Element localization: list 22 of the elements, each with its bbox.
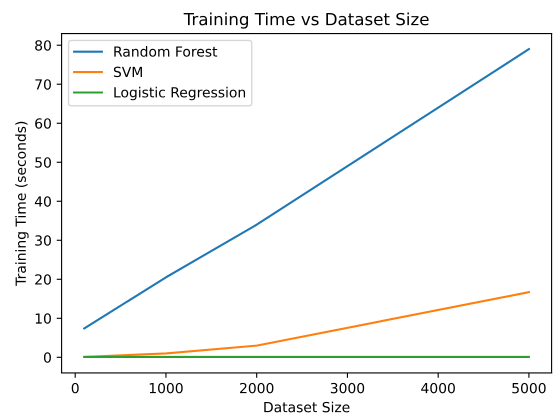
y-tick-label: 0 <box>44 352 51 363</box>
legend-label: Random Forest <box>114 46 218 57</box>
x-axis-title: Dataset Size <box>264 402 350 412</box>
y-tick-label: 10 <box>36 313 51 324</box>
y-tick-label: 40 <box>34 196 51 207</box>
y-axis-title: Training Time (seconds) <box>15 122 29 286</box>
y-tick-label: 20 <box>35 274 51 285</box>
line-series <box>83 48 530 330</box>
x-tick-label: 1000 <box>150 382 183 394</box>
y-tick-label: 50 <box>35 157 51 168</box>
x-tick-label: 4000 <box>421 382 455 394</box>
y-tick-label: 80 <box>35 40 51 51</box>
x-tick-label: 5000 <box>512 382 546 394</box>
legend-label: Logistic Regression <box>114 86 246 100</box>
y-tick-label: 30 <box>35 235 51 246</box>
x-tick-label: 0 <box>72 382 79 394</box>
chart-title: Training Time vs Dataset Size <box>184 12 429 29</box>
x-tick-label: 3000 <box>330 382 364 394</box>
legend-label: SVM <box>114 66 142 78</box>
x-tick-label: 2000 <box>240 382 274 394</box>
y-tick-label: 70 <box>35 79 51 90</box>
y-tick-label: 60 <box>35 118 51 129</box>
